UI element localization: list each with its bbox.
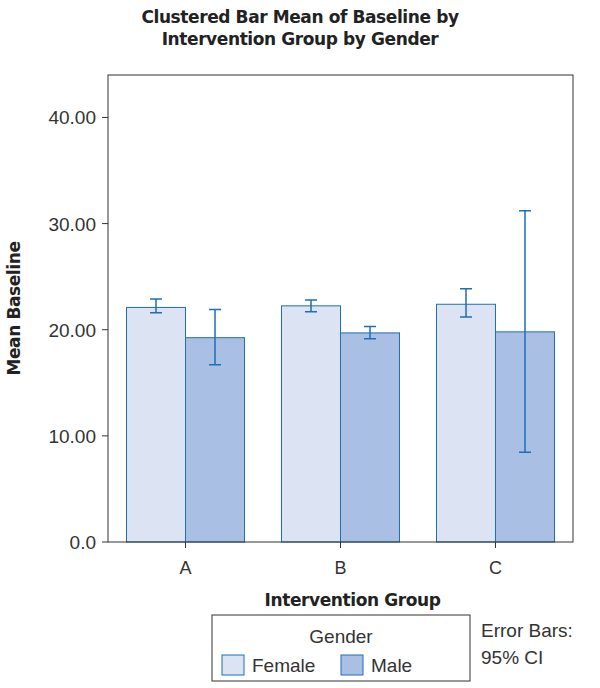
bar xyxy=(437,304,496,542)
error-bar xyxy=(305,300,317,312)
error-bar xyxy=(150,299,162,313)
legend-label: Male xyxy=(371,655,412,676)
annotation: Error Bars: xyxy=(481,620,573,641)
legend-swatch xyxy=(222,655,244,675)
y-tick-label: 40.00 xyxy=(48,107,96,128)
y-tick-label: 0.0 xyxy=(70,532,96,553)
chart: 0.0 10.00 20.00 30.00 40.00 A B C Intervention G… xyxy=(0,0,600,688)
legend-box xyxy=(212,615,470,681)
bar xyxy=(127,307,186,542)
x-tick-label: B xyxy=(334,558,346,578)
y-tick-label: 10.00 xyxy=(48,426,96,447)
x-tick xyxy=(185,542,186,548)
page: {"chart_data": {"type": "bar", "title": … xyxy=(0,0,600,688)
legend-label: Female xyxy=(252,655,315,676)
x-tick xyxy=(495,542,496,548)
y-tick xyxy=(102,435,108,436)
annotation: 95% CI xyxy=(481,647,543,668)
y-tick xyxy=(102,329,108,330)
legend: Gender Female Male xyxy=(212,615,470,681)
error-bar xyxy=(460,289,472,317)
bar xyxy=(341,333,400,542)
chart-title: Clustered Bar Mean of Baseline by Interv… xyxy=(130,6,470,50)
x-axis-label: Intervention Group xyxy=(265,590,441,610)
bar xyxy=(282,306,341,542)
y-tick-label: 20.00 xyxy=(48,320,96,341)
y-tick xyxy=(102,117,108,118)
error-bar xyxy=(209,310,221,365)
error-bar xyxy=(519,211,531,452)
y-axis-label: Mean Baseline xyxy=(4,241,24,375)
x-tick xyxy=(340,542,341,548)
bar xyxy=(186,338,245,542)
y-tick xyxy=(102,542,108,543)
x-tick-label: C xyxy=(489,558,502,578)
legend-title: Gender xyxy=(309,626,373,647)
y-tick-label: 30.00 xyxy=(48,214,96,235)
y-tick xyxy=(102,223,108,224)
legend-swatch xyxy=(341,655,363,675)
plot-frame xyxy=(108,75,573,542)
error-bar xyxy=(364,327,376,339)
x-tick-label: A xyxy=(179,558,191,578)
